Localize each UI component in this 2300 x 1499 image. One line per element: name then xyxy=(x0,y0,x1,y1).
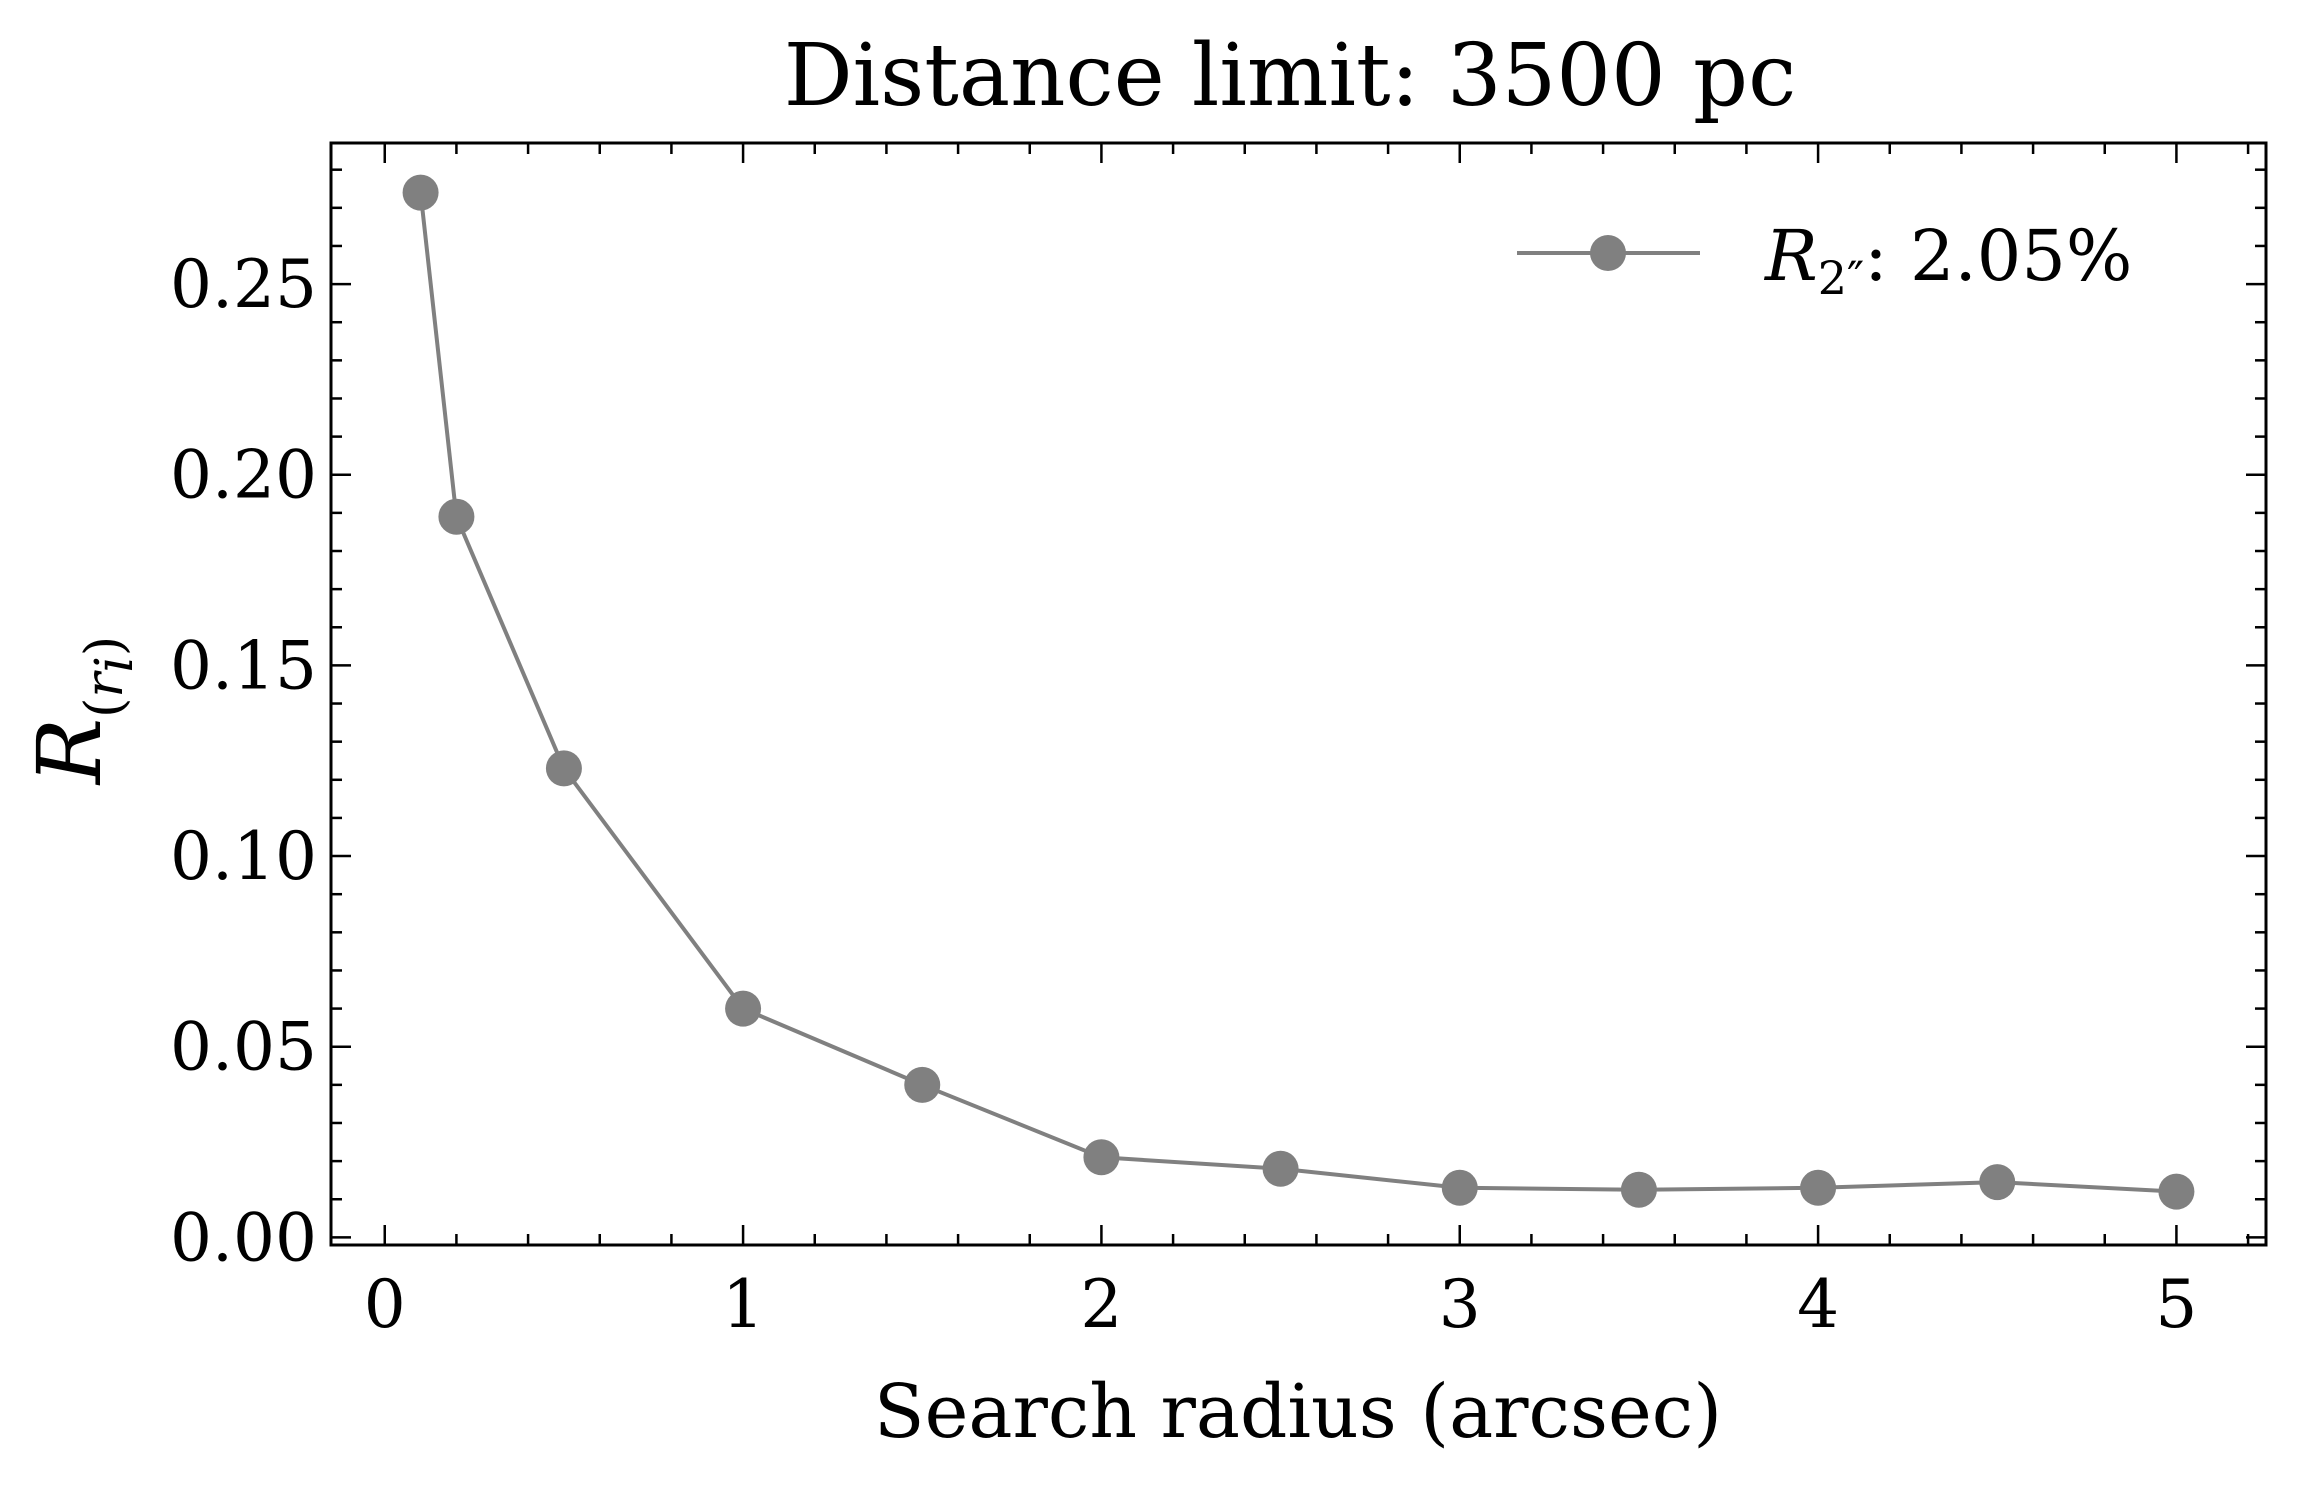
series-layer xyxy=(402,174,2195,1210)
plot-frame xyxy=(329,141,2268,1247)
data-point xyxy=(2158,1173,2195,1210)
y-tick-label: 0.20 xyxy=(170,437,317,514)
x-tick-label: 0 xyxy=(364,1266,406,1343)
data-point xyxy=(1441,1169,1478,1206)
x-tick-labels: 0 1 2 3 4 5 xyxy=(364,1266,2198,1343)
data-point xyxy=(402,174,439,211)
y-axis-label: R(ri) xyxy=(18,636,145,786)
data-point xyxy=(1083,1139,1120,1176)
axis-ticks xyxy=(331,143,2266,1245)
x-tick-label: 4 xyxy=(1797,1266,1839,1343)
data-point xyxy=(904,1066,941,1103)
data-point xyxy=(725,990,762,1027)
y-tick-label: 0.05 xyxy=(170,1009,317,1086)
data-point xyxy=(1262,1150,1299,1187)
data-point xyxy=(1620,1171,1657,1208)
y-tick-labels: 0.00 0.05 0.10 0.15 0.20 0.25 xyxy=(170,246,317,1276)
data-point xyxy=(438,498,475,535)
series-line xyxy=(418,192,2177,1194)
data-point xyxy=(545,750,582,787)
x-axis-label: Search radius (arcsec) xyxy=(874,1369,1722,1455)
x-tick-label: 2 xyxy=(1080,1266,1122,1343)
legend-label: R2″: 2.05% xyxy=(1763,215,2132,305)
y-tick-label: 0.00 xyxy=(170,1199,317,1276)
x-tick-label: 3 xyxy=(1439,1266,1481,1343)
data-point xyxy=(1979,1164,2016,1201)
x-tick-label: 1 xyxy=(722,1266,764,1343)
legend: R2″: 2.05% xyxy=(1517,215,2132,305)
legend-marker xyxy=(1590,235,1626,271)
y-tick-label: 0.15 xyxy=(170,627,317,704)
y-tick-label: 0.25 xyxy=(170,246,317,323)
data-point xyxy=(1800,1169,1837,1206)
x-tick-label: 5 xyxy=(2155,1266,2197,1343)
chart-title: Distance limit: 3500 pc xyxy=(784,26,1797,126)
y-tick-label: 0.10 xyxy=(170,818,317,895)
